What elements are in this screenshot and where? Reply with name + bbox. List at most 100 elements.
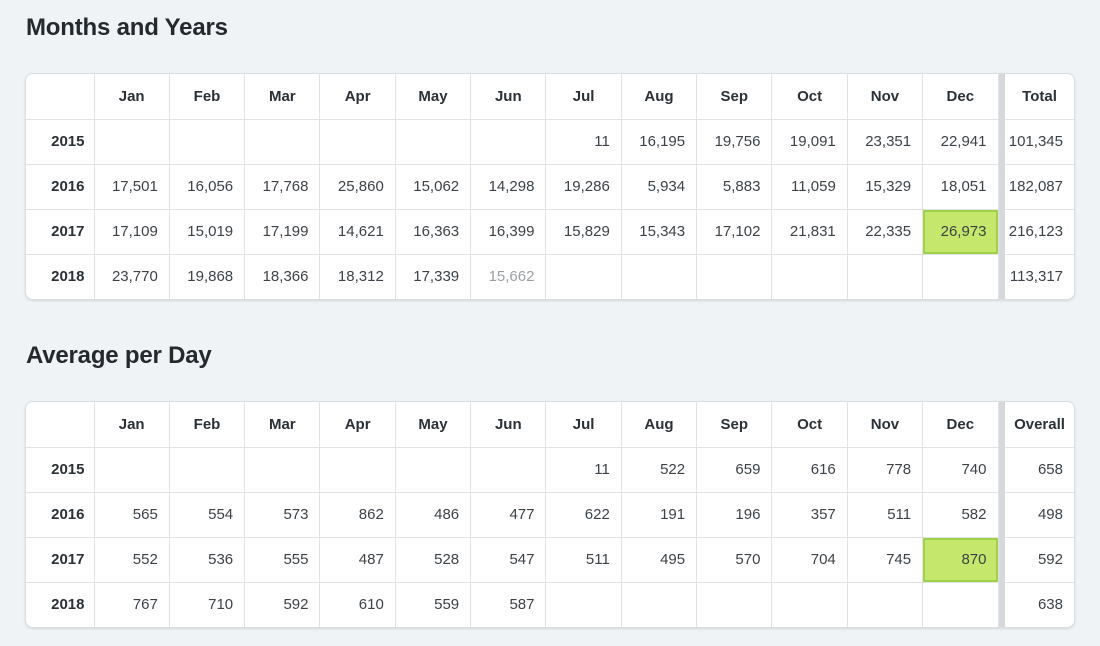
value-cell: 495 <box>621 536 698 582</box>
header-row: Jan Feb Mar Apr May Jun Jul Aug Sep Oct Nov Dec Tota… <box>26 74 1074 120</box>
row-label-2016: 2016 <box>26 491 95 537</box>
column-header-overall: Overall <box>1005 402 1074 448</box>
value-cell: 11 <box>545 119 622 164</box>
muted-value-cell: 15,662 <box>470 253 547 299</box>
value-cell <box>319 447 396 492</box>
value-cell: 17,768 <box>244 163 321 209</box>
section-title-average-per-day: Average per Day <box>26 342 212 369</box>
column-divider <box>998 74 1005 119</box>
column-header-sep: Sep <box>696 402 773 448</box>
column-divider <box>998 582 1005 627</box>
value-cell: 19,286 <box>545 163 622 209</box>
corner-cell <box>26 74 95 120</box>
months-and-years-table: Jan Feb Mar Apr May Jun Jul Aug Sep Oct Nov Dec Tota… <box>26 74 1074 299</box>
column-header-jun: Jun <box>470 402 547 448</box>
value-cell: 610 <box>319 581 396 627</box>
value-cell: 23,770 <box>94 253 170 299</box>
value-cell: 11,059 <box>771 163 848 209</box>
value-cell: 18,051 <box>922 163 999 209</box>
value-cell: 17,339 <box>395 253 472 299</box>
value-cell: 15,062 <box>395 163 472 209</box>
value-cell: 5,934 <box>621 163 698 209</box>
value-cell: 554 <box>169 491 246 537</box>
value-cell: 587 <box>470 581 547 627</box>
summary-cell: 113,317 <box>1005 253 1074 299</box>
value-cell: 511 <box>847 491 924 537</box>
value-cell: 17,102 <box>696 208 773 254</box>
value-cell <box>169 447 246 492</box>
column-divider <box>998 164 1005 209</box>
value-cell <box>696 581 773 627</box>
column-header-jan: Jan <box>94 402 170 448</box>
value-cell: 862 <box>319 491 396 537</box>
table-row-2015: 2015 11 16,195 19,756 19,091 23,351 22,941 101,… <box>26 119 1074 164</box>
summary-cell: 182,087 <box>1005 163 1074 209</box>
value-cell: 710 <box>169 581 246 627</box>
column-header-oct: Oct <box>771 402 848 448</box>
value-cell: 18,366 <box>244 253 321 299</box>
value-cell: 487 <box>319 536 396 582</box>
value-cell: 16,399 <box>470 208 547 254</box>
column-divider <box>998 254 1005 299</box>
value-cell: 477 <box>470 491 547 537</box>
value-cell: 15,343 <box>621 208 698 254</box>
value-cell: 740 <box>922 447 999 492</box>
value-cell <box>771 253 848 299</box>
value-cell <box>395 447 472 492</box>
value-cell <box>922 581 999 627</box>
value-cell: 23,351 <box>847 119 924 164</box>
column-divider <box>998 447 1005 492</box>
row-label-2016: 2016 <box>26 163 95 209</box>
corner-cell <box>26 402 95 448</box>
summary-cell: 101,345 <box>1008 133 1063 150</box>
table-row-2015: 2015 11 522 659 616 778 740 658 <box>26 447 1074 492</box>
column-header-nov: Nov <box>847 74 924 120</box>
row-label-2017: 2017 <box>26 536 95 582</box>
value-cell: 15,829 <box>545 208 622 254</box>
value-cell: 11 <box>545 447 622 492</box>
column-divider <box>998 492 1005 537</box>
value-cell: 536 <box>169 536 246 582</box>
value-cell: 19,756 <box>696 119 773 164</box>
value-cell: 14,298 <box>470 163 547 209</box>
column-header-jul: Jul <box>545 74 622 120</box>
column-header-apr: Apr <box>319 74 396 120</box>
column-header-feb: Feb <box>169 402 246 448</box>
value-cell: 357 <box>771 491 848 537</box>
column-header-sep: Sep <box>696 74 773 120</box>
value-cell <box>545 253 622 299</box>
column-header-feb: Feb <box>169 74 246 120</box>
column-header-apr: Apr <box>319 402 396 448</box>
value-cell: 622 <box>545 491 622 537</box>
value-cell: 767 <box>94 581 170 627</box>
column-header-mar: Mar <box>244 402 321 448</box>
value-cell: 19,868 <box>169 253 246 299</box>
column-header-jul: Jul <box>545 402 622 448</box>
value-cell <box>470 447 547 492</box>
months-and-years-section: Months and Years Jan Feb Mar Apr May Jun Jul Au… <box>25 14 1075 300</box>
column-header-dec: Dec <box>922 74 999 120</box>
value-cell: 745 <box>847 536 924 582</box>
column-header-aug: Aug <box>621 402 698 448</box>
column-header-aug: Aug <box>621 74 698 120</box>
value-cell <box>696 253 773 299</box>
value-cell <box>395 119 472 164</box>
value-cell: 559 <box>395 581 472 627</box>
value-cell <box>621 581 698 627</box>
value-cell: 511 <box>545 536 622 582</box>
summary-cell: 216,123 <box>1005 208 1074 254</box>
value-cell: 22,941 <box>922 119 999 164</box>
value-cell: 552 <box>94 536 170 582</box>
row-label-2015: 2015 <box>26 447 95 492</box>
value-cell: 547 <box>470 536 547 582</box>
value-cell <box>244 119 321 164</box>
value-cell <box>470 119 547 164</box>
value-cell <box>771 581 848 627</box>
table-row-2017: 2017 552 536 555 487 528 547 511 495 570 704 745 870… <box>26 536 1074 582</box>
row-label-2018: 2018 <box>26 253 95 299</box>
row-label-2017: 2017 <box>26 208 95 254</box>
value-cell <box>545 581 622 627</box>
value-cell: 17,199 <box>244 208 321 254</box>
column-header-oct: Oct <box>771 74 848 120</box>
table-row-2018: 2018 767 710 592 610 559 587 638 <box>26 581 1074 627</box>
